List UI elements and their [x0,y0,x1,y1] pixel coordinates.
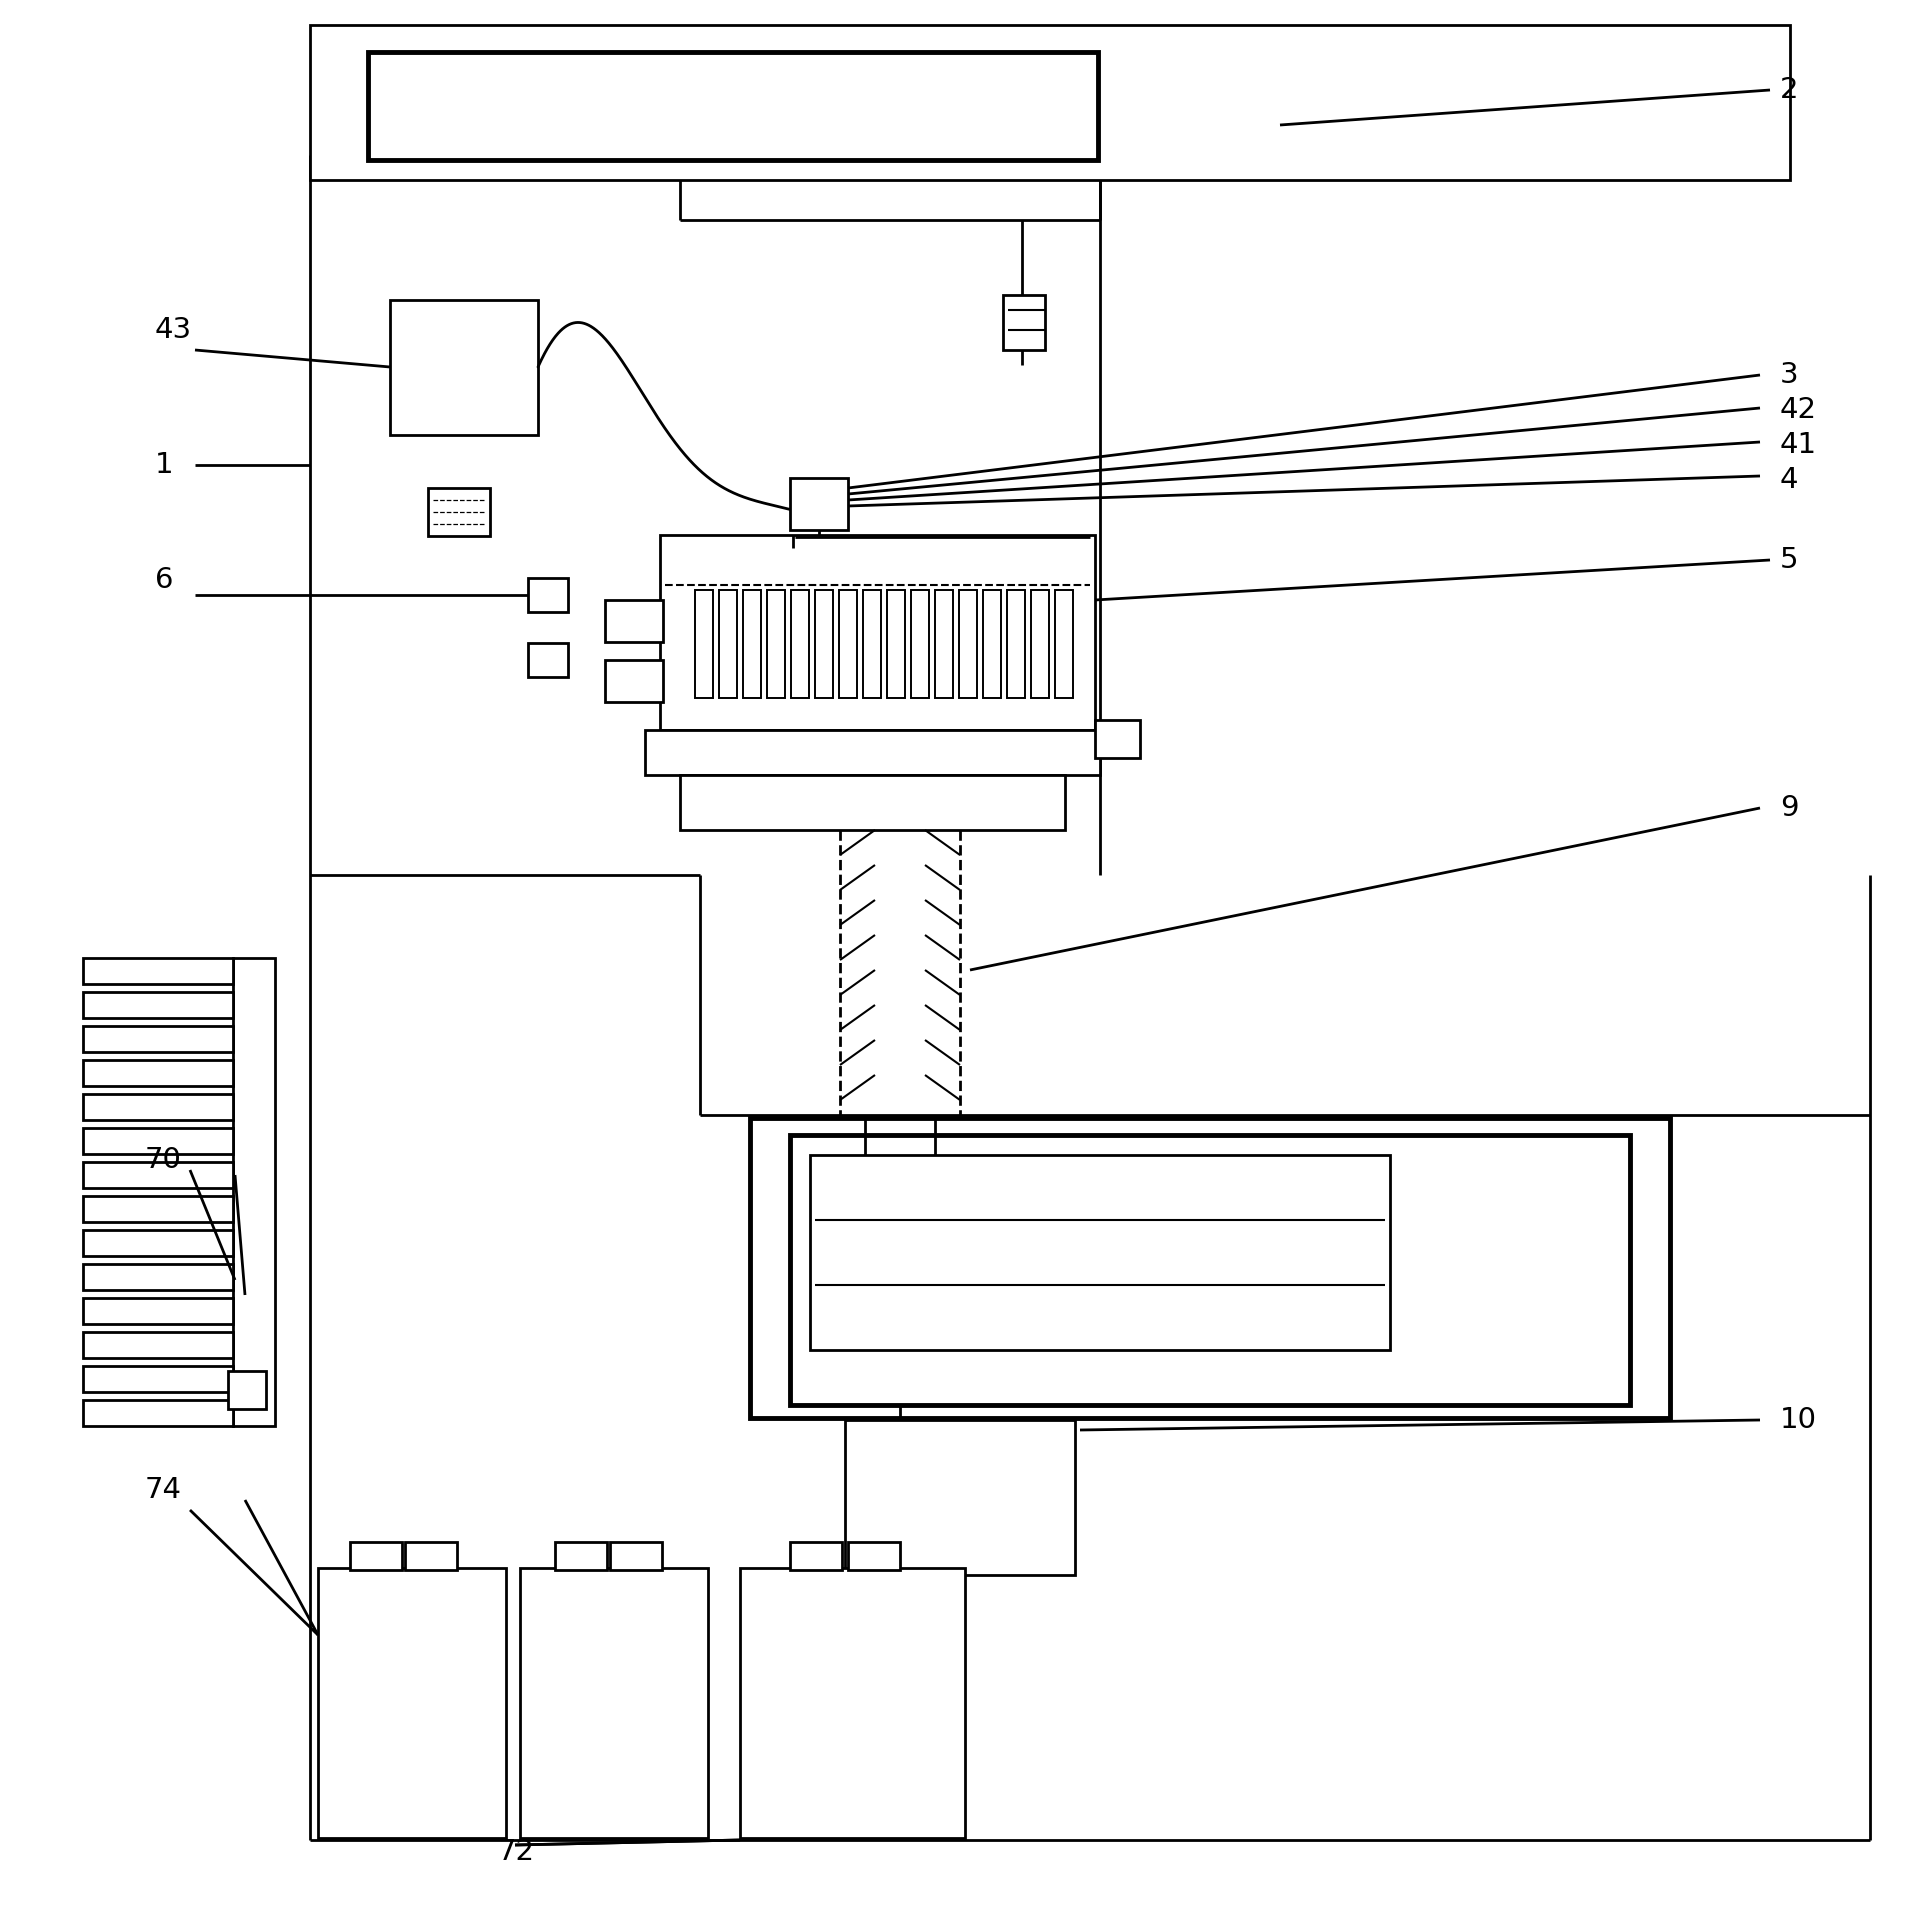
Bar [232,958,275,1426]
Bar [790,1543,841,1570]
Bar [229,1370,265,1409]
Bar [528,578,569,612]
Bar [369,52,1099,159]
Bar [390,299,538,436]
Bar [611,1543,663,1570]
Bar [350,1543,401,1570]
Bar [845,1420,1076,1575]
Bar [1003,296,1045,349]
Bar [83,1094,232,1121]
Bar [83,1297,232,1324]
Text: 1: 1 [156,451,173,480]
Text: 2: 2 [1781,77,1798,104]
Bar [555,1543,607,1570]
Bar [83,1366,232,1391]
Bar [83,1230,232,1257]
Text: 9: 9 [1781,794,1798,821]
Bar [83,1332,232,1359]
Bar [936,589,953,699]
Bar [790,478,847,530]
Bar [959,589,978,699]
Bar [839,589,857,699]
Bar [428,487,490,535]
Bar [815,589,834,699]
Bar [766,589,786,699]
Bar [83,1027,232,1052]
Bar [83,992,232,1017]
Bar [83,1196,232,1222]
Bar [888,589,905,699]
Bar [695,589,713,699]
Bar [791,589,809,699]
Text: 43: 43 [156,317,192,344]
Bar [605,601,663,643]
Bar [83,1265,232,1290]
Bar [1007,589,1026,699]
Bar [1055,589,1074,699]
Bar [743,589,761,699]
Text: 42: 42 [1781,395,1817,424]
Bar [309,25,1790,180]
Text: 3: 3 [1781,361,1798,390]
Bar [83,1163,232,1188]
Bar [1032,589,1049,699]
Bar [645,729,1101,775]
Text: 41: 41 [1781,432,1817,459]
Bar [661,535,1095,729]
Text: 74: 74 [144,1476,182,1504]
Bar [83,958,232,984]
Bar [749,1119,1669,1418]
Bar [521,1568,709,1838]
Bar [319,1568,505,1838]
Bar [83,1059,232,1086]
Bar [811,1155,1391,1349]
Bar [718,589,738,699]
Text: 6: 6 [156,566,173,595]
Text: 4: 4 [1781,466,1798,493]
Text: 72: 72 [498,1838,536,1865]
Bar [847,1543,901,1570]
Bar [405,1543,457,1570]
Bar [740,1568,964,1838]
Bar [528,643,569,677]
Bar [790,1134,1631,1405]
Bar [984,589,1001,699]
Bar [83,1128,232,1153]
Bar [911,589,930,699]
Bar [83,1401,232,1426]
Bar [1095,720,1139,758]
Text: 10: 10 [1781,1407,1817,1433]
Bar [680,775,1064,831]
Text: 5: 5 [1781,547,1798,574]
Bar [863,589,882,699]
Text: 70: 70 [144,1146,182,1174]
Bar [605,660,663,702]
